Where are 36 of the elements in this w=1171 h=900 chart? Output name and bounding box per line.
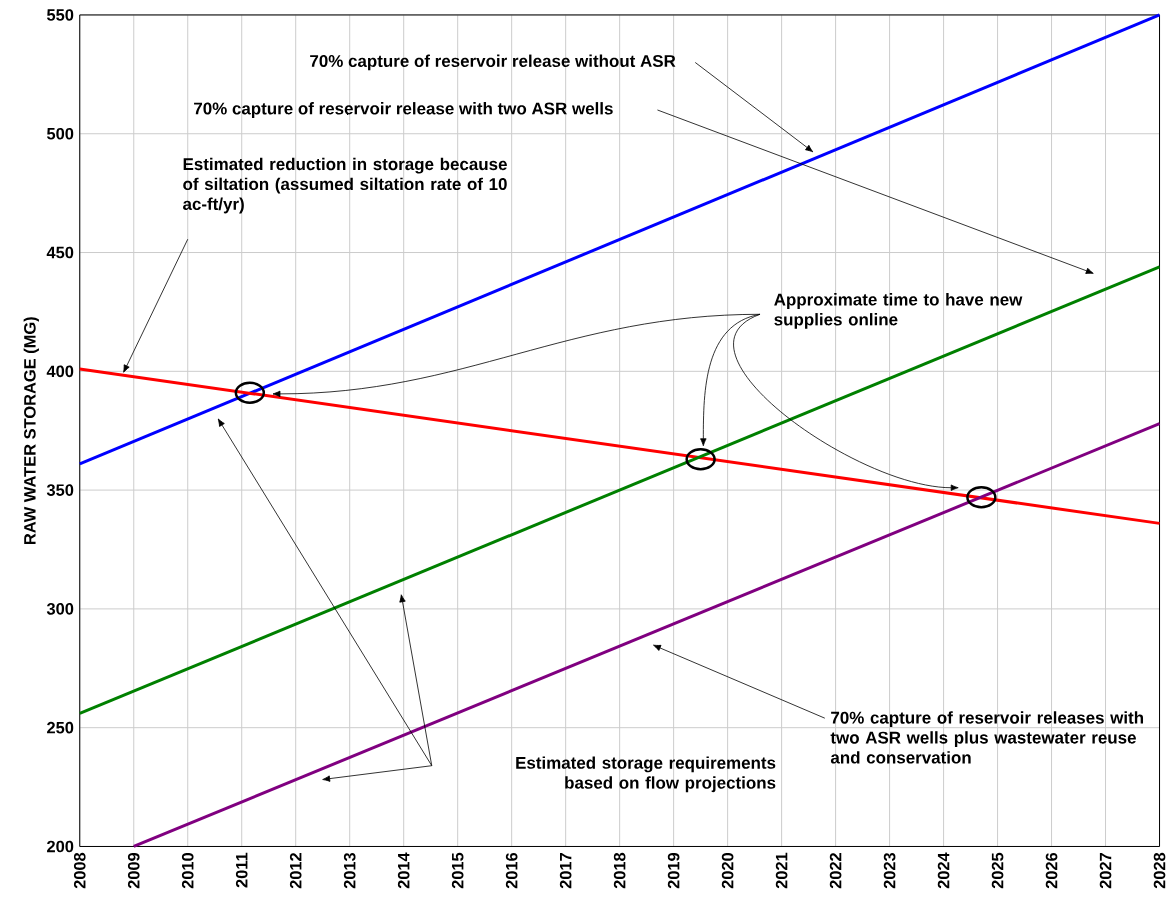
y-tick-label: 200	[47, 840, 74, 853]
x-tick-label: 2011	[235, 852, 248, 888]
annotation: Estimated reduction in storage because of siltation (assumed siltation rate of 10 ac-ft/yr)	[183, 157, 507, 214]
x-tick-label: 2018	[613, 852, 626, 889]
y-tick-label: 250	[47, 721, 74, 734]
x-tick-label: 2027	[1099, 852, 1112, 889]
x-tick-label: 2010	[181, 852, 194, 889]
x-tick-label: 2025	[991, 852, 1004, 889]
x-tick-label: 2019	[667, 852, 680, 889]
y-tick-label: 350	[46, 484, 74, 496]
y-tick-label: 300	[46, 602, 74, 615]
y-tick-label: 450	[46, 246, 74, 259]
x-tick-label: 2023	[883, 852, 896, 889]
x-tick-label: 2014	[397, 852, 410, 889]
x-tick-label: 2009	[127, 852, 140, 889]
x-tick-label: 2015	[451, 852, 464, 889]
x-tick-label: 2008	[73, 852, 86, 889]
annotation: 70% capture of reservoir releases with two ASR wells plus wastewater reuse and conservation	[830, 711, 1144, 764]
y-tick-label: 400	[46, 365, 74, 377]
x-tick-label: 2020	[721, 852, 734, 889]
y-tick-label: 550	[46, 8, 74, 21]
x-tick-label: 2028	[1153, 852, 1166, 889]
x-tick-label: 2024	[937, 852, 950, 889]
x-tick-label: 2012	[289, 852, 302, 889]
annotation: Approximate time to have new supplies online	[774, 292, 1023, 329]
annotation: Estimated storage requirements based on flow projections	[516, 756, 776, 792]
annotation: 70% capture of reservoir release without ASR	[310, 54, 676, 71]
x-tick-label: 2021	[775, 852, 788, 889]
annotation: 70% capture of reservoir release with two ASR wells	[194, 101, 613, 118]
x-tick-label: 2016	[505, 852, 518, 889]
x-tick-label: 2022	[829, 852, 842, 889]
y-axis-title: RAW WATER STORAGE (MG)	[23, 317, 39, 544]
x-tick-label: 2017	[559, 852, 572, 889]
x-tick-label: 2026	[1045, 852, 1058, 889]
y-tick-label: 500	[46, 127, 74, 140]
x-tick-label: 2013	[343, 852, 356, 889]
